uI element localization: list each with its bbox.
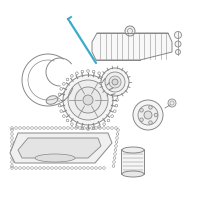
Circle shape: [144, 111, 152, 119]
Circle shape: [133, 100, 163, 130]
Circle shape: [125, 26, 135, 36]
Circle shape: [149, 106, 152, 109]
Polygon shape: [92, 33, 172, 60]
Circle shape: [140, 118, 143, 122]
Circle shape: [154, 113, 158, 117]
Polygon shape: [18, 138, 101, 158]
Circle shape: [174, 31, 182, 38]
Circle shape: [63, 75, 113, 125]
Circle shape: [175, 41, 181, 47]
Circle shape: [168, 99, 176, 107]
Circle shape: [83, 95, 93, 105]
Polygon shape: [10, 133, 112, 163]
Ellipse shape: [35, 154, 75, 162]
Circle shape: [138, 105, 158, 125]
Circle shape: [140, 108, 143, 112]
Circle shape: [109, 76, 121, 88]
Circle shape: [176, 49, 180, 54]
Ellipse shape: [122, 171, 144, 177]
FancyBboxPatch shape: [122, 150, 144, 174]
Circle shape: [112, 79, 118, 85]
Ellipse shape: [122, 147, 144, 153]
Circle shape: [101, 68, 129, 96]
Circle shape: [68, 80, 108, 120]
Circle shape: [149, 121, 152, 124]
Circle shape: [105, 72, 125, 92]
Circle shape: [75, 87, 101, 113]
Ellipse shape: [46, 96, 58, 104]
